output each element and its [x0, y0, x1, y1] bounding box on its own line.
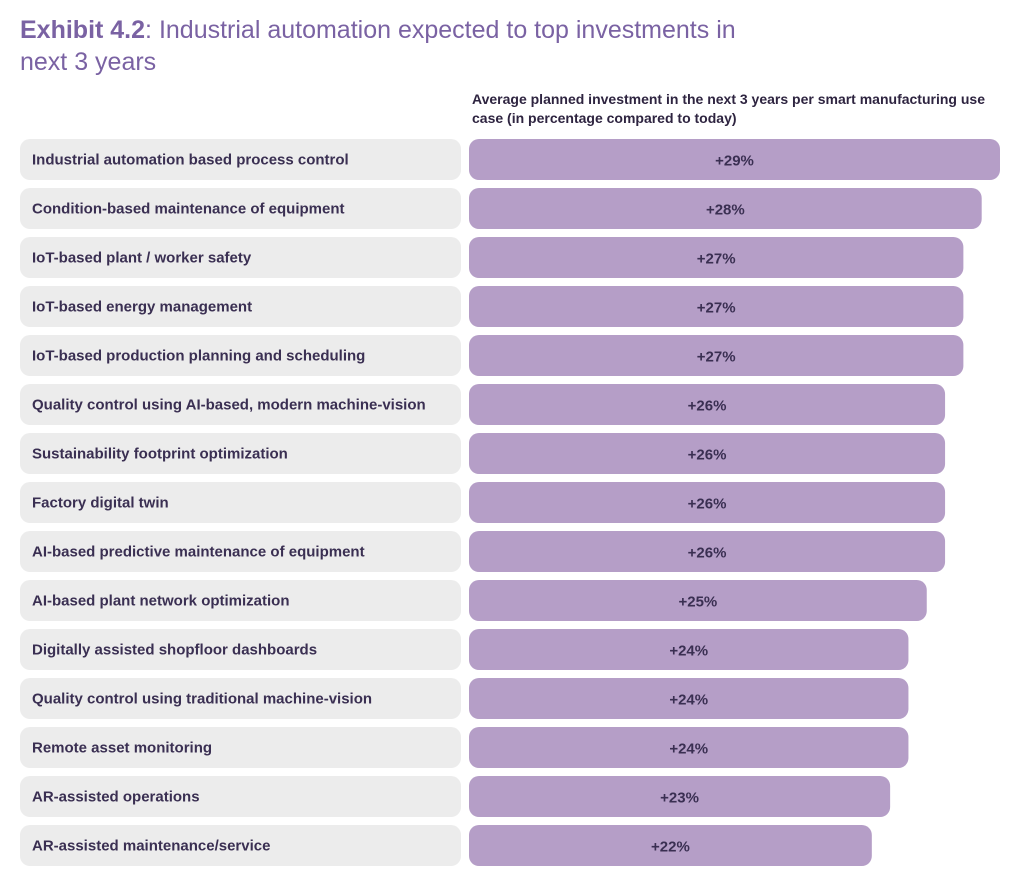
category-label: IoT-based production planning and schedu…: [32, 348, 365, 365]
category-label: AI-based predictive maintenance of equip…: [32, 544, 365, 561]
chart-row: Quality control using traditional machin…: [20, 678, 909, 719]
chart-row: Remote asset monitoring +24%: [20, 727, 909, 768]
category-label-background: [20, 825, 461, 866]
category-label: Industrial automation based process cont…: [32, 152, 349, 169]
bar-value-label: +27%: [697, 300, 736, 317]
category-label-background: [20, 139, 461, 180]
bar: [469, 384, 946, 425]
bar-value-label: +26%: [688, 447, 727, 464]
category-label: Factory digital twin: [32, 495, 169, 512]
bar: [469, 727, 909, 768]
category-label-background: [20, 580, 461, 621]
category-label-background: [20, 727, 461, 768]
category-label: AR-assisted maintenance/service: [32, 838, 270, 855]
chart-row: AR-assisted operations +23%: [20, 776, 891, 817]
category-label: Condition-based maintenance of equipment: [32, 201, 345, 218]
chart-row: AR-assisted maintenance/service +22%: [20, 825, 872, 866]
bar-value-label: +26%: [688, 496, 727, 513]
bar: [469, 482, 946, 523]
bar-value-label: +26%: [688, 398, 727, 415]
bar: [469, 678, 909, 719]
category-label: Digitally assisted shopfloor dashboards: [32, 642, 317, 659]
category-label: IoT-based energy management: [32, 299, 252, 316]
category-label-background: [20, 286, 461, 327]
chart-row: Industrial automation based process cont…: [20, 139, 1000, 180]
bar: [469, 237, 964, 278]
exhibit-number: Exhibit 4.2: [20, 16, 146, 44]
bar-value-label: +23%: [660, 790, 699, 807]
chart-title: Exhibit 4.2: Industrial automation expec…: [20, 14, 780, 78]
chart-row: IoT-based plant / worker safety +27%: [20, 237, 964, 278]
bar-value-label: +24%: [669, 692, 708, 709]
category-label-background: [20, 678, 461, 719]
bar-value-label: +25%: [678, 594, 717, 611]
category-label: AR-assisted operations: [32, 789, 200, 806]
category-label-background: [20, 482, 461, 523]
bar-value-label: +27%: [697, 251, 736, 268]
bar: [469, 139, 1000, 180]
category-label: Quality control using AI-based, modern m…: [32, 397, 426, 414]
chart-row: IoT-based energy management +27%: [20, 286, 964, 327]
bar: [469, 531, 946, 572]
category-label-background: [20, 237, 461, 278]
chart-row: Sustainability footprint optimization +26…: [20, 433, 946, 474]
category-label-background: [20, 776, 461, 817]
chart-row: Factory digital twin +26%: [20, 482, 946, 523]
category-label: Quality control using traditional machin…: [32, 691, 372, 708]
bar: [469, 188, 982, 229]
category-label: Sustainability footprint optimization: [32, 446, 288, 463]
category-label-background: [20, 384, 461, 425]
bar: [469, 286, 964, 327]
bar-value-label: +24%: [669, 643, 708, 660]
chart-row: Condition-based maintenance of equipment…: [20, 188, 982, 229]
bar: [469, 629, 909, 670]
bar-value-label: +29%: [715, 153, 754, 170]
category-label-background: [20, 433, 461, 474]
category-label: Remote asset monitoring: [32, 740, 212, 757]
chart-row: AI-based plant network optimization +25%: [20, 580, 927, 621]
chart-title-text: : Industrial automation expected to top …: [20, 16, 736, 76]
bar-value-label: +22%: [651, 839, 690, 856]
bar: [469, 825, 872, 866]
chart-row: Quality control using AI-based, modern m…: [20, 384, 946, 425]
chart-subtitle: Average planned investment in the next 3…: [472, 91, 985, 126]
chart-row: Digitally assisted shopfloor dashboards +…: [20, 629, 909, 670]
category-label-background: [20, 335, 461, 376]
bar-value-label: +24%: [669, 741, 708, 758]
bar-value-label: +27%: [697, 349, 736, 366]
bar-value-label: +26%: [688, 545, 727, 562]
bar: [469, 433, 946, 474]
chart-row: AI-based predictive maintenance of equip…: [20, 531, 946, 572]
bar-value-label: +28%: [706, 202, 745, 219]
bar: [469, 335, 964, 376]
category-label: IoT-based plant / worker safety: [32, 250, 252, 267]
category-label-background: [20, 629, 461, 670]
category-label-background: [20, 188, 461, 229]
category-label: AI-based plant network optimization: [32, 593, 290, 610]
bar: [469, 580, 927, 621]
category-label-background: [20, 531, 461, 572]
chart-row: IoT-based production planning and schedu…: [20, 335, 964, 376]
bar: [469, 776, 891, 817]
